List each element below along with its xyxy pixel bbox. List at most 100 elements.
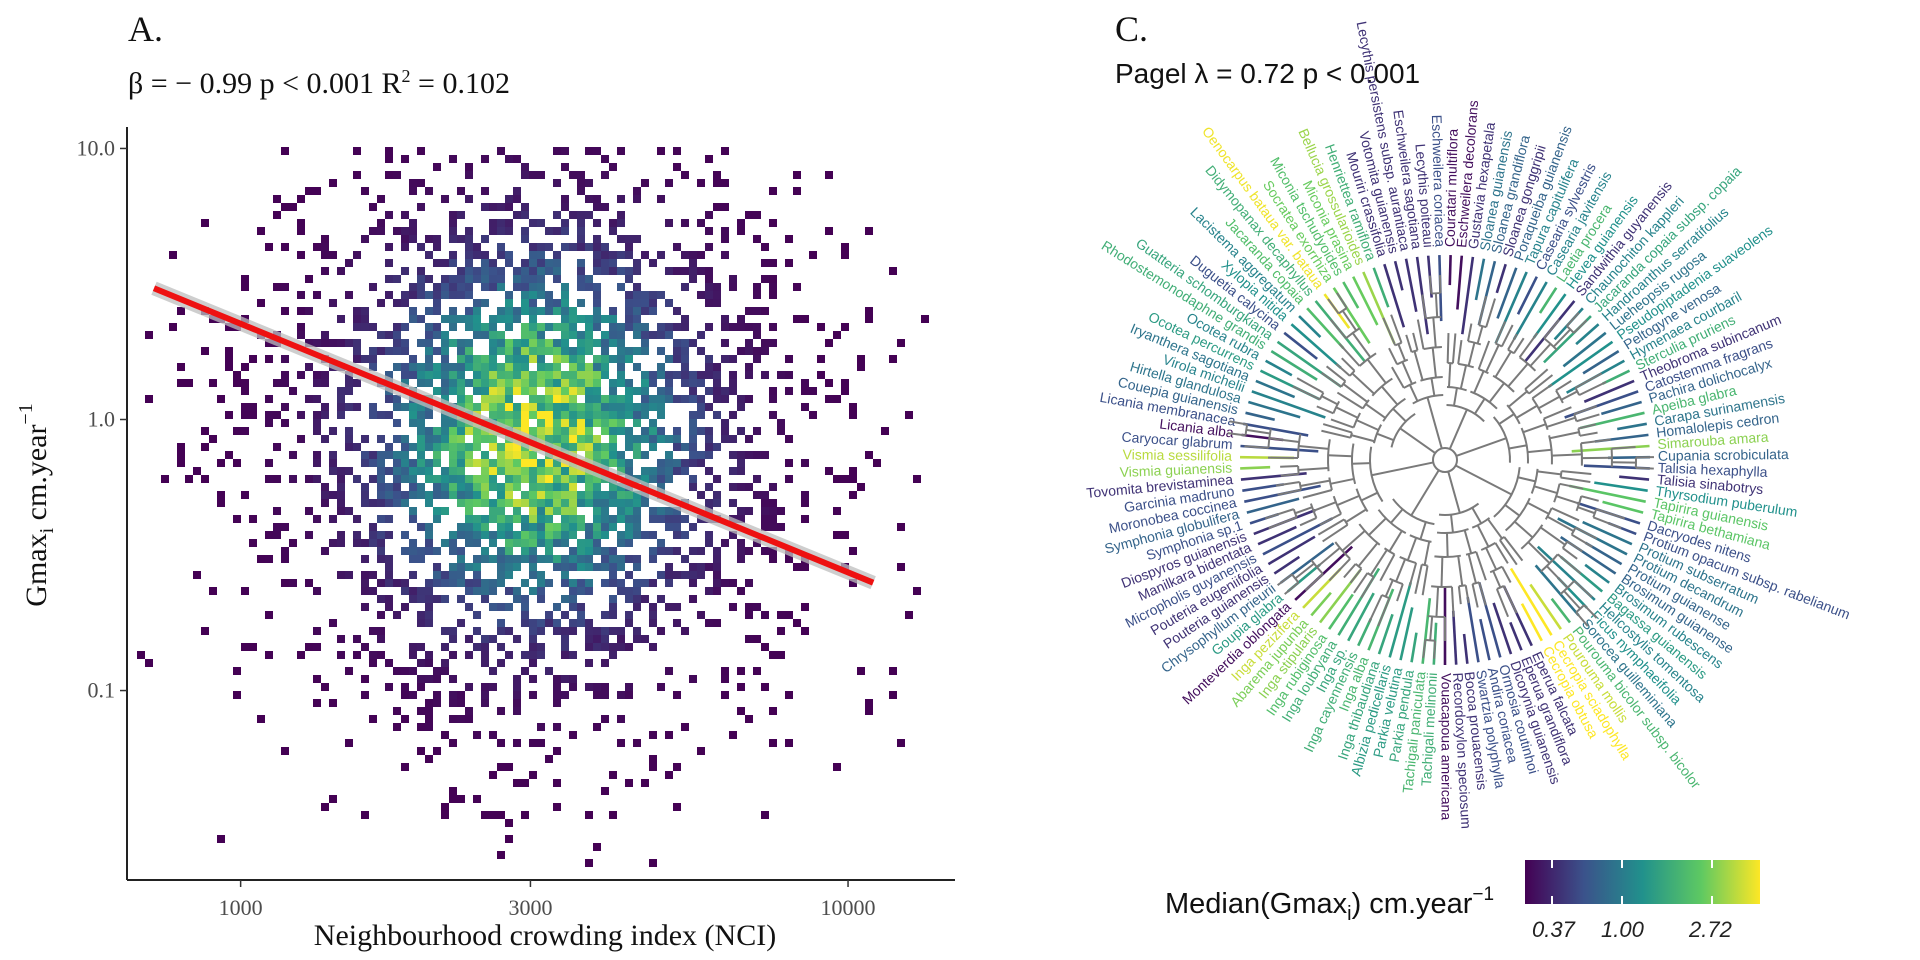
heatmap-cell — [521, 267, 529, 275]
heatmap-cell — [537, 283, 545, 291]
heatmap-cell — [465, 707, 473, 715]
heatmap-cell — [777, 523, 785, 531]
heatmap-cell — [513, 635, 521, 643]
heatmap-cell — [385, 443, 393, 451]
heatmap-cell — [689, 523, 697, 531]
heatmap-cell — [577, 555, 585, 563]
heatmap-cell — [617, 587, 625, 595]
tree-internal-branch — [1351, 372, 1375, 395]
heatmap-cell — [601, 459, 609, 467]
heatmap-cell — [657, 363, 665, 371]
heatmap-cell — [617, 395, 625, 403]
heatmap-cell — [313, 627, 321, 635]
heatmap-cell — [809, 411, 817, 419]
tree-internal-branch — [1317, 518, 1345, 536]
tree-internal-branch — [1527, 501, 1550, 515]
heatmap-cell — [369, 499, 377, 507]
heatmap-cell — [393, 611, 401, 619]
heatmap-cell — [417, 147, 425, 155]
heatmap-cell — [377, 411, 385, 419]
heatmap-cell — [473, 299, 481, 307]
heatmap-cell — [513, 683, 521, 691]
heatmap-cell — [465, 195, 473, 203]
heatmap-cell — [369, 523, 377, 531]
heatmap-cell — [513, 411, 521, 419]
heatmap-cell — [473, 571, 481, 579]
heatmap-cell — [425, 275, 433, 283]
heatmap-cell — [777, 507, 785, 515]
heatmap-cell — [545, 539, 553, 547]
tree-internal-arc — [1520, 427, 1529, 464]
heatmap-cell — [497, 251, 505, 259]
tree-internal-branch — [1368, 594, 1383, 623]
heatmap-cell — [585, 499, 593, 507]
heatmap-cell — [425, 331, 433, 339]
heatmap-cell — [569, 507, 577, 515]
heatmap-cell — [417, 467, 425, 475]
heatmap-cell — [649, 419, 657, 427]
heatmap-cell — [761, 259, 769, 267]
heatmap-cell — [297, 227, 305, 235]
tree-internal-branch — [1357, 542, 1379, 567]
tree-tip-branch — [1399, 607, 1414, 661]
heatmap-cell — [505, 499, 513, 507]
tree-internal-branch — [1538, 395, 1561, 410]
heatmap-cell — [369, 539, 377, 547]
heatmap-cell — [673, 355, 681, 363]
tree-tip-branch — [1509, 567, 1553, 636]
heatmap-cell — [641, 339, 649, 347]
tree-internal-branch — [1369, 549, 1388, 576]
heatmap-cell — [361, 555, 369, 563]
tree-internal-arc — [1472, 581, 1480, 585]
tree-internal-branch — [1492, 570, 1502, 588]
heatmap-cell — [649, 547, 657, 555]
heatmap-cell — [233, 379, 241, 387]
heatmap-cell — [497, 491, 505, 499]
heatmap-cell — [465, 243, 473, 251]
heatmap-cell — [409, 491, 417, 499]
heatmap-cell — [489, 395, 497, 403]
heatmap-cell — [361, 539, 369, 547]
heatmap-cell — [609, 379, 617, 387]
heatmap-cell — [545, 403, 553, 411]
heatmap-cell — [521, 603, 529, 611]
tree-internal-branch — [1573, 319, 1588, 334]
heatmap-cell — [497, 147, 505, 155]
heatmap-cell — [441, 355, 449, 363]
heatmap-cell — [497, 379, 505, 387]
heatmap-cell — [537, 595, 545, 603]
heatmap-cell — [721, 579, 729, 587]
heatmap-cell — [697, 403, 705, 411]
heatmap-cell — [417, 411, 425, 419]
heatmap-cell — [673, 443, 681, 451]
heatmap-cell — [665, 507, 673, 515]
heatmap-cell — [441, 595, 449, 603]
heatmap-cell — [377, 331, 385, 339]
heatmap-cell — [481, 475, 489, 483]
heatmap-cell — [353, 339, 361, 347]
tree-tip-label: Tachigali melinonii — [1418, 672, 1440, 786]
heatmap-cell — [561, 507, 569, 515]
heatmap-cell — [529, 251, 537, 259]
heatmap-cell — [649, 619, 657, 627]
heatmap-cell — [593, 539, 601, 547]
heatmap-cell — [665, 331, 673, 339]
tree-internal-branch — [1319, 512, 1342, 526]
heatmap-cell — [561, 643, 569, 651]
tree-internal-branch — [1345, 508, 1367, 523]
heatmap-cell — [521, 619, 529, 627]
heatmap-cell — [449, 211, 457, 219]
heatmap-cell — [449, 795, 457, 803]
tree-internal-arc — [1377, 509, 1407, 535]
heatmap-cell — [593, 691, 601, 699]
heatmap-cell — [489, 459, 497, 467]
heatmap-cell — [649, 515, 657, 523]
tree-internal-branch — [1350, 434, 1375, 443]
heatmap-cell — [601, 451, 609, 459]
heatmap-cell — [489, 275, 497, 283]
heatmap-cell — [369, 411, 377, 419]
heatmap-cell — [625, 531, 633, 539]
heatmap-cell — [601, 579, 609, 587]
heatmap-cell — [473, 515, 481, 523]
tree-tip-branch — [1273, 555, 1301, 575]
